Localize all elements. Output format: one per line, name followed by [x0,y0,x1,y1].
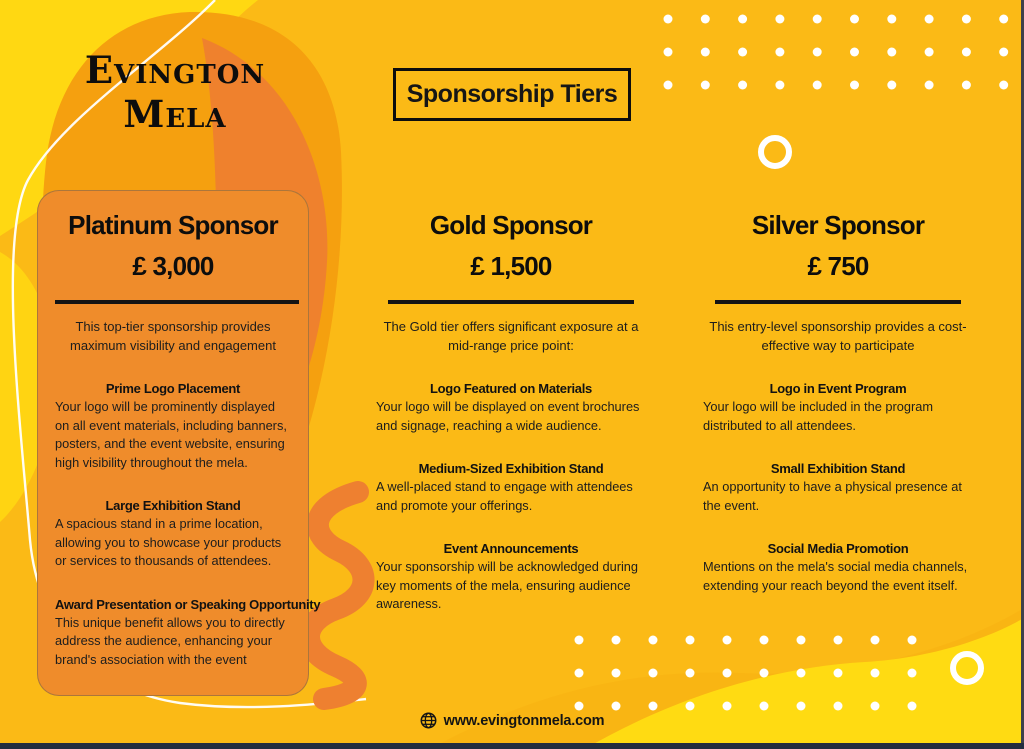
benefit-desc: A spacious stand in a prime location, al… [55,516,282,568]
sponsorship-tiers-badge: Sponsorship Tiers [393,68,631,121]
brand-title-line1: Evington [84,48,266,92]
tier-name: Platinum Sponsor £ 3,000 [55,205,291,287]
footer-website: www.evingtonmela.com [443,712,605,729]
tier-name-text: Silver Sponsor [751,210,925,240]
bottom-yellow-wave [585,618,1024,749]
tier-name: Silver Sponsor £ 750 [703,205,973,287]
benefit-title: Small Exhibition Stand [770,461,906,476]
benefit: Event Announcements Your sponsorship wil… [376,541,646,614]
benefit-desc: Your sponsorship will be acknowledged du… [376,559,639,611]
tier-price: £ 3,000 [132,251,214,281]
benefit: Small Exhibition Stand An opportunity to… [703,461,973,515]
brand-title-line2: Mela [123,92,227,136]
squiggle-line [298,481,375,710]
benefit-desc: Mentions on the mela's social media chan… [703,559,968,593]
tier-name: Gold Sponsor £ 1,500 [376,205,646,287]
benefit-desc: Your logo will be prominently displayed … [55,399,287,470]
tier-price: £ 750 [807,251,869,281]
tier-divider [388,300,634,304]
sponsorship-tiers-badge-label: Sponsorship Tiers [406,80,618,108]
benefit: Logo Featured on Materials Your logo wil… [376,381,646,435]
white-curve-line [11,0,367,709]
tier-intro: This entry-level sponsorship provides a … [709,319,967,353]
globe-icon [420,712,437,729]
benefit-title: Event Announcements [443,541,579,556]
benefit-title: Logo in Event Program [769,381,907,396]
benefit-title: Award Presentation or Speaking Opportuni… [55,596,321,612]
dot-grid-top [663,14,1009,90]
benefit: Social Media Promotion Mentions on the m… [703,541,973,595]
benefit-title: Prime Logo Placement [105,381,241,396]
brand-title: Evington Mela [55,48,295,136]
benefit: Medium-Sized Exhibition Stand A well-pla… [376,461,646,515]
benefit-title: Large Exhibition Stand [105,498,241,513]
benefit: Award Presentation or Speaking Opportuni… [55,596,321,670]
tier-name-text: Platinum Sponsor [68,210,278,240]
benefit-title: Medium-Sized Exhibition Stand [418,461,604,476]
benefit-desc: This unique benefit allows you to direct… [55,614,285,667]
benefit-title: Logo Featured on Materials [430,381,592,396]
tier-column-gold: Gold Sponsor £ 1,500 The Gold tier offer… [376,205,646,614]
tier-name-text: Gold Sponsor [429,210,593,240]
tier-column-silver: Silver Sponsor £ 750 This entry-level sp… [703,205,973,595]
benefit-title: Social Media Promotion [767,541,909,556]
tier-divider [715,300,961,304]
benefit-desc: Your logo will be displayed on event bro… [376,399,640,433]
benefit: Logo in Event Program Your logo will be … [703,381,973,435]
tier-price: £ 1,500 [470,251,552,281]
benefit: Prime Logo Placement Your logo will be p… [55,381,291,472]
benefit-desc: Your logo will be included in the progra… [703,399,934,433]
tier-card-platinum: Platinum Sponsor £ 3,000 This top-tier s… [37,190,321,696]
benefit-desc: An opportunity to have a physical presen… [703,479,962,513]
tier-intro: The Gold tier offers significant exposur… [383,319,639,353]
benefit: Large Exhibition Stand A spacious stand … [55,498,291,571]
ring-bottom [950,651,984,685]
dot-grid-bottom [574,635,917,711]
tier-intro: This top-tier sponsorship provides maxim… [70,319,276,353]
ring-top [758,135,792,169]
tier-divider [55,300,299,304]
footer: www.evingtonmela.com [0,712,1024,729]
benefit-desc: A well-placed stand to engage with atten… [376,479,633,513]
right-edge-strip [1021,0,1024,749]
bottom-navy-strip [0,743,1024,749]
